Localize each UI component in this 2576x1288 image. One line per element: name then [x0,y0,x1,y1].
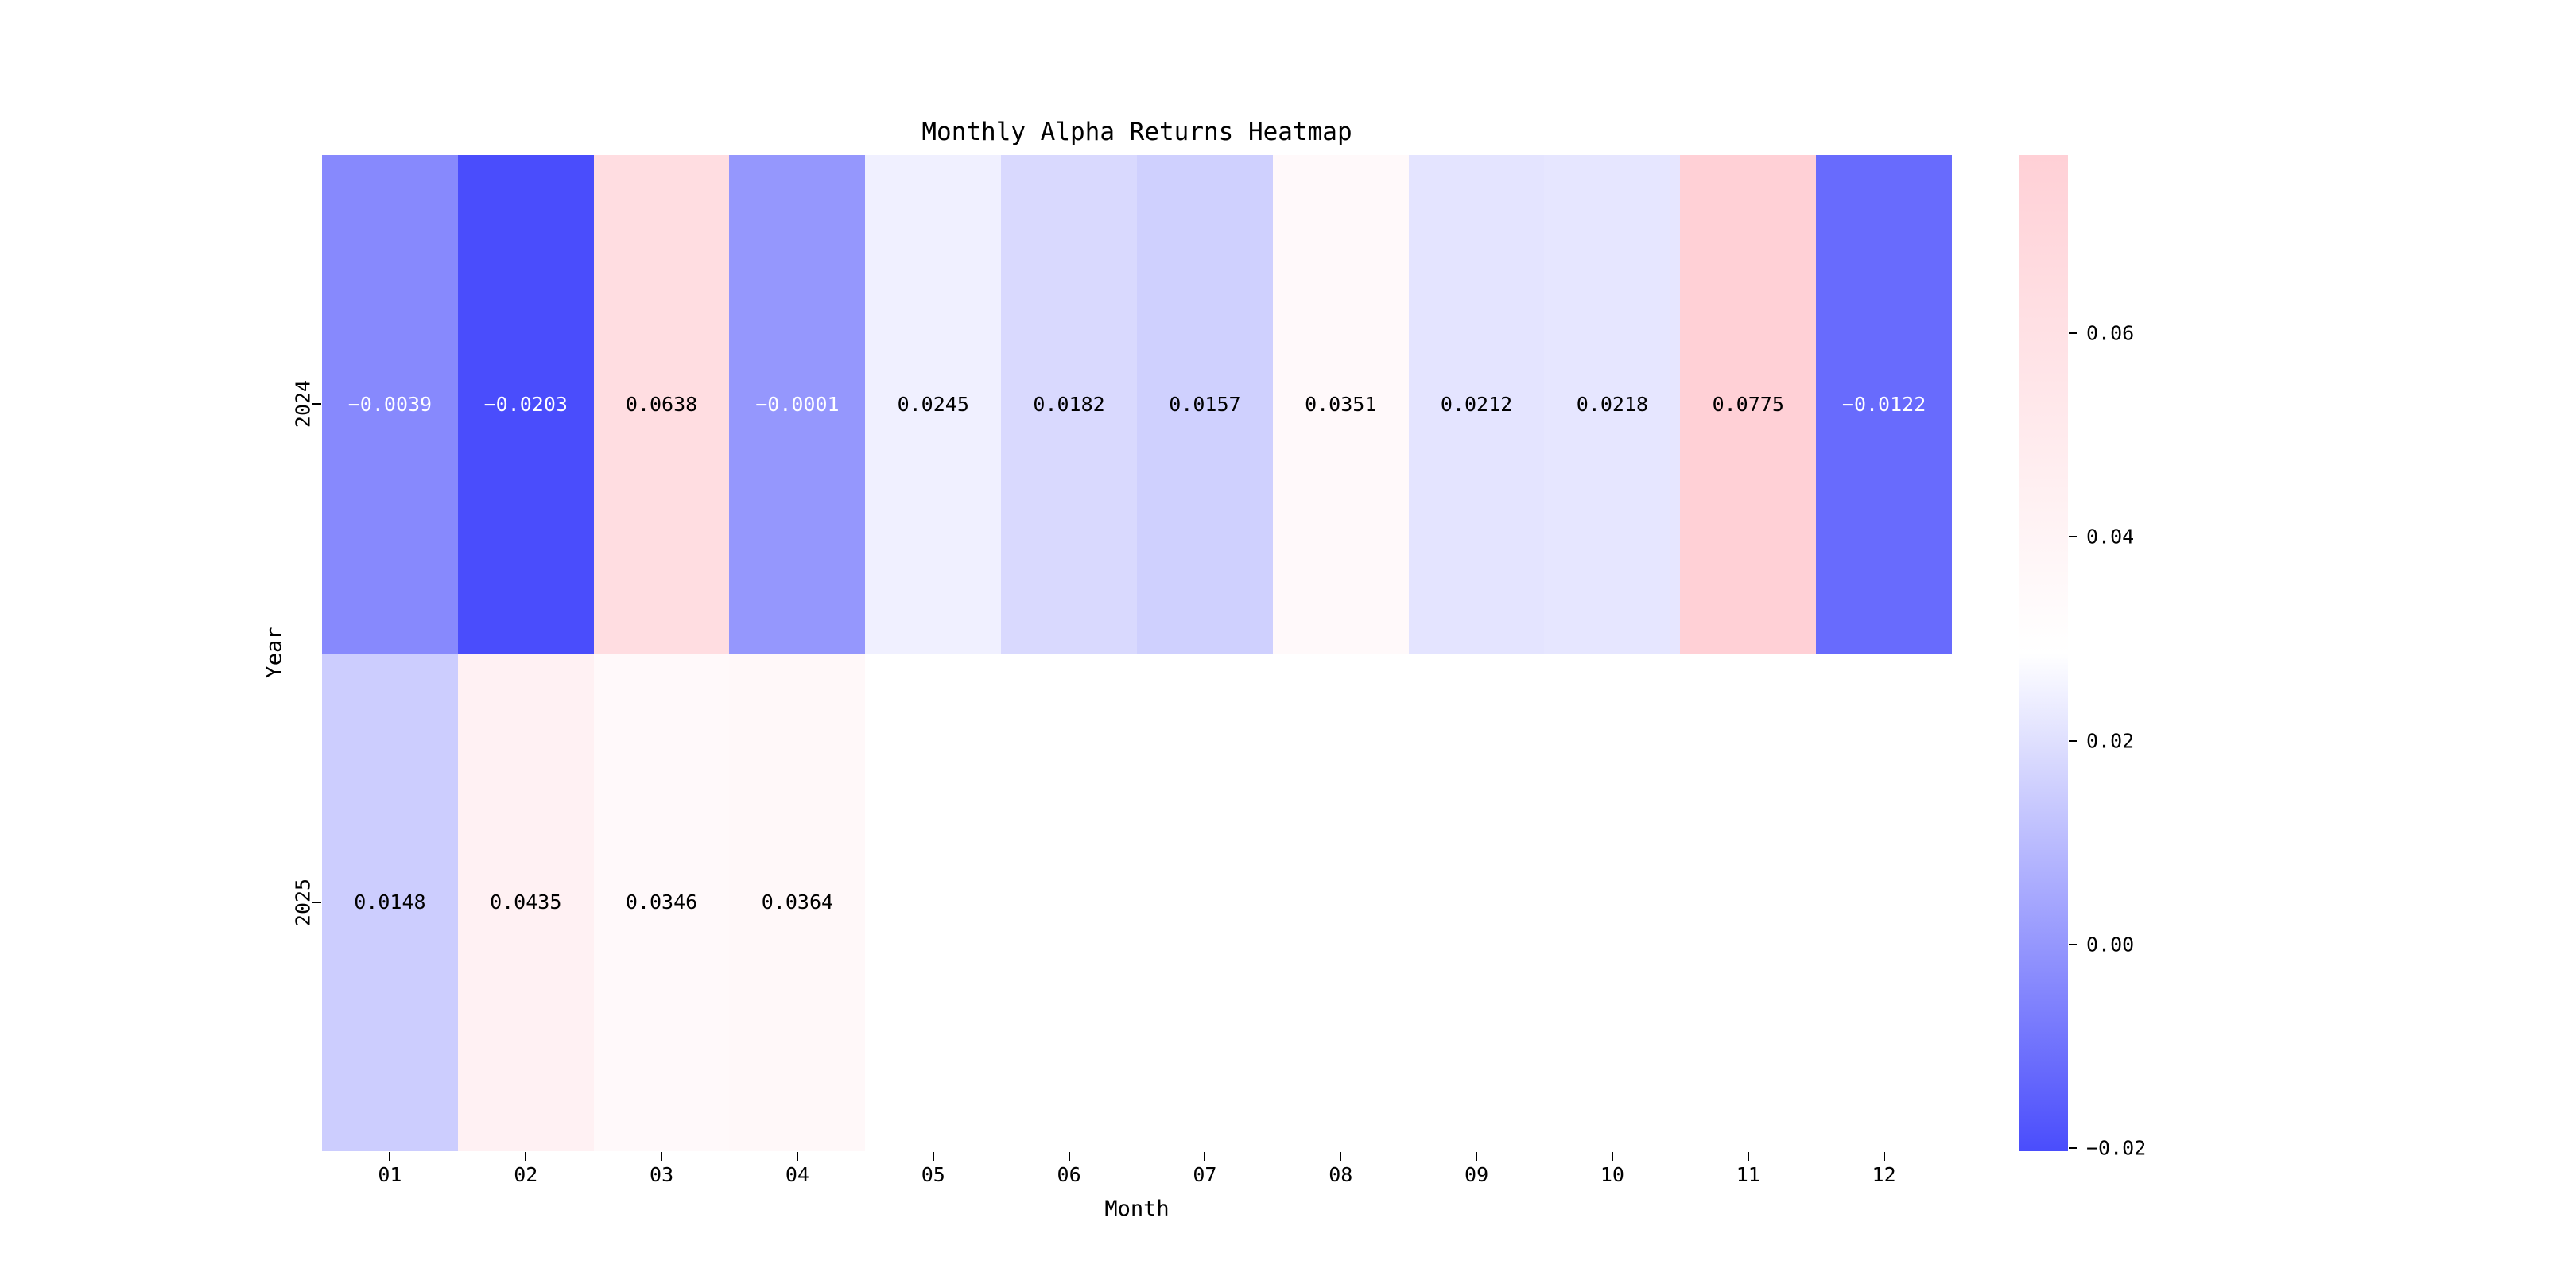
colorbar-tick-label: 0.04 [2086,525,2135,549]
x-tick-mark [389,1152,391,1161]
heatmap-cell: 0.0218 [1544,155,1681,654]
colorbar-tick-mark [2069,332,2077,335]
y-tick-mark [312,403,321,405]
x-tick-mark [1883,1152,1885,1161]
x-tick-label: 05 [921,1163,945,1186]
heatmap-cell: 0.0435 [457,653,594,1151]
x-tick-label: 04 [785,1163,809,1186]
colorbar-tick-mark [2069,1147,2077,1150]
heatmap-cell [1544,653,1681,1151]
x-tick-mark [1204,1152,1206,1161]
heatmap-cell [865,653,1002,1151]
x-tick-label: 06 [1057,1163,1081,1186]
heatmap-cell [1408,653,1545,1151]
y-tick-label: 2025 [291,878,315,926]
x-tick-label: 12 [1872,1163,1896,1186]
x-tick-mark [661,1152,663,1161]
heatmap-cell: −0.0203 [457,155,594,654]
x-tick-label: 10 [1600,1163,1624,1186]
heatmap-grid: −0.0039 −0.0203 0.0638 −0.0001 0.0245 0.0182 0… [322,155,1952,1151]
heatmap-cell: 0.0245 [865,155,1002,654]
colorbar-tick-label: −0.02 [2086,1136,2147,1160]
heatmap-cell: 0.0775 [1680,155,1817,654]
y-axis-label: Year [262,627,287,679]
colorbar-tick-label: 0.02 [2086,729,2135,753]
heatmap-cell: 0.0364 [729,653,866,1151]
x-tick-mark [1068,1152,1070,1161]
x-tick-label: 01 [378,1163,402,1186]
heatmap-cell: 0.0182 [1001,155,1137,654]
x-tick-mark [1611,1152,1613,1161]
heatmap-cell: 0.0638 [593,155,730,654]
y-tick-label: 2024 [291,380,315,429]
x-tick-mark [932,1152,934,1161]
heatmap-cell: −0.0039 [322,155,458,654]
x-tick-label: 02 [514,1163,538,1186]
heatmap-cell [1816,653,1952,1151]
x-tick-mark [1747,1152,1749,1161]
x-tick-label: 03 [650,1163,674,1186]
x-tick-mark [1476,1152,1478,1161]
heatmap-cell [1001,653,1137,1151]
colorbar [2019,155,2068,1151]
x-tick-label: 08 [1329,1163,1353,1186]
colorbar-tick-label: 0.06 [2086,321,2135,345]
heatmap-cell: 0.0351 [1272,155,1409,654]
x-tick-label: 07 [1193,1163,1217,1186]
colorbar-tick-mark [2069,739,2077,742]
heatmap-cell: 0.0212 [1408,155,1545,654]
colorbar-tick-mark [2069,536,2077,538]
heatmap-cell [1272,653,1409,1151]
heatmap-cell: −0.0122 [1816,155,1952,654]
x-tick-label: 09 [1465,1163,1489,1186]
x-axis-label: Month [1104,1197,1170,1221]
chart-title: Monthly Alpha Returns Heatmap [921,118,1352,146]
colorbar-tick-mark [2069,943,2077,945]
heatmap-cell [1680,653,1817,1151]
heatmap-cell: −0.0001 [729,155,866,654]
heatmap-cell: 0.0148 [322,653,458,1151]
x-tick-label: 11 [1736,1163,1760,1186]
heatmap-cell: 0.0346 [593,653,730,1151]
colorbar-tick-label: 0.00 [2086,933,2135,956]
x-tick-mark [525,1152,527,1161]
x-tick-mark [796,1152,798,1161]
x-tick-mark [1340,1152,1342,1161]
heatmap-cell [1136,653,1273,1151]
heatmap-cell: 0.0157 [1136,155,1273,654]
y-tick-mark [312,901,321,903]
